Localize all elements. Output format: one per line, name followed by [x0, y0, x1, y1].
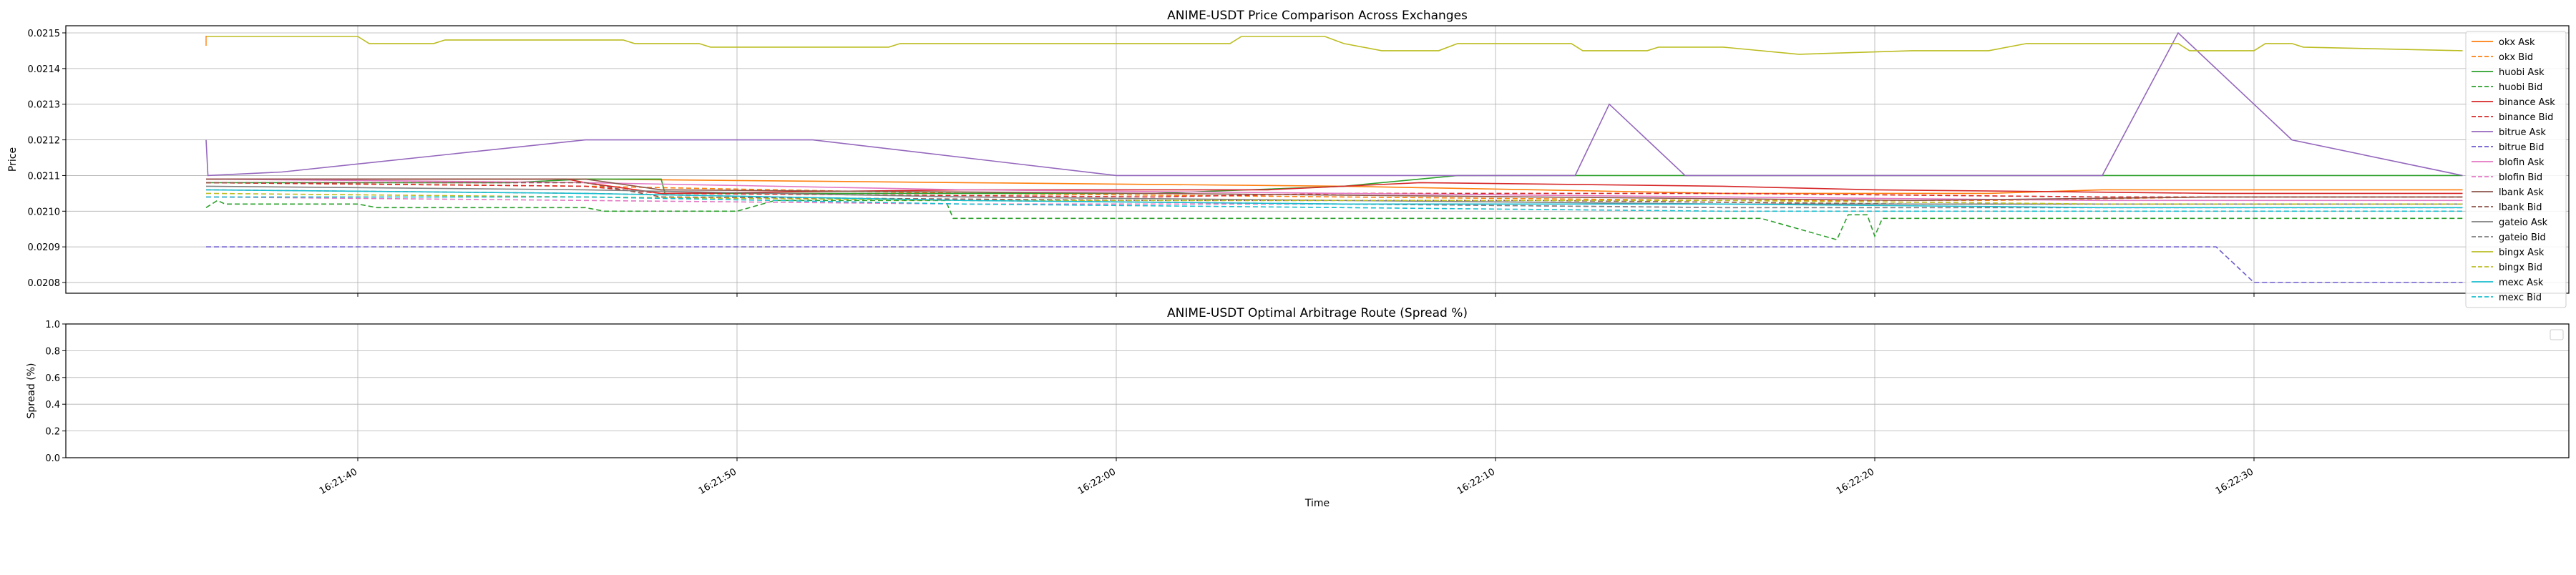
price-chart-title: ANIME-USDT Price Comparison Across Excha…	[1167, 9, 1468, 23]
price-y-tick-label: 0.0215	[28, 29, 61, 39]
spread-legend-box	[2550, 329, 2564, 340]
price-plot-frame	[65, 25, 2570, 294]
legend-entry-label: gateio Bid	[2499, 232, 2546, 243]
price-legend: okx Ask okx Bid huobi Ask huobi Bid binance …	[2465, 31, 2567, 308]
spread-plot-frame	[65, 323, 2570, 458]
legend-entry-label: bitrue Bid	[2499, 142, 2544, 153]
series-line-huobi-bid	[205, 200, 2463, 241]
series-line-mexc-bid	[206, 196, 2463, 212]
price-y-tick-label: 0.0214	[28, 64, 61, 75]
legend-entry-label: mexc Bid	[2499, 293, 2542, 303]
series-line-okx-ask	[206, 178, 2463, 195]
legend-entry-label: binance Ask	[2499, 97, 2555, 108]
legend-entry-label: blofin Bid	[2499, 172, 2542, 183]
spread-y-tick-label: 0.4	[45, 400, 60, 411]
price-y-axis-label: Price	[7, 147, 19, 172]
series-line-mexc-ask	[205, 189, 2463, 209]
series-line-lbank-ask	[206, 178, 2463, 202]
series-line-binance-bid	[205, 182, 2463, 198]
spread-y-tick-label: 0.6	[45, 373, 60, 384]
series-line-bingx-ask	[206, 36, 2463, 55]
legend-entry-label: gateio Ask	[2499, 217, 2548, 228]
legend-entry-label: okx Bid	[2499, 52, 2533, 63]
price-y-tick-label: 0.0211	[28, 171, 61, 182]
legend-entry-label: mexc Ask	[2499, 277, 2544, 288]
price-y-tick-label: 0.0210	[28, 207, 61, 217]
time-x-axis-label: Time	[1304, 498, 1330, 509]
price-y-tick-label: 0.0208	[28, 278, 61, 289]
legend-entry-label: bingx Ask	[2499, 247, 2545, 258]
price-y-tick-label: 0.0213	[28, 100, 61, 111]
price-comparison-panel: ANIME-USDT Price Comparison Across Excha…	[7, 9, 2570, 308]
price-y-tick-label: 0.0212	[28, 136, 61, 147]
legend-entry-label: bitrue Ask	[2499, 127, 2546, 138]
legend-entry-label: huobi Bid	[2499, 82, 2542, 93]
price-y-tick-label: 0.0209	[28, 242, 61, 253]
legend-entry-label: bingx Bid	[2499, 262, 2542, 273]
spread-y-tick-label: 0.2	[45, 427, 60, 438]
spread-y-tick-label: 1.0	[45, 320, 60, 330]
series-line-bitrue-bid	[206, 246, 2463, 283]
legend-entry-label: huobi Ask	[2499, 67, 2545, 78]
spread-y-axis-label: Spread (%)	[26, 363, 37, 419]
spread-y-tick-label: 0.0	[45, 453, 60, 464]
legend-entry-label: binance Bid	[2499, 112, 2553, 123]
series-line-bitrue-ask	[205, 31, 2463, 177]
legend-entry-label: lbank Bid	[2499, 202, 2542, 213]
spread-chart-title: ANIME-USDT Optimal Arbitrage Route (Spre…	[1167, 306, 1468, 320]
legend-box	[2465, 31, 2567, 308]
legend-entry-label: okx Ask	[2499, 37, 2535, 48]
spread-y-tick-label: 0.8	[45, 346, 60, 357]
legend-entry-label: blofin Ask	[2499, 157, 2545, 168]
legend-entry-label: lbank Ask	[2499, 187, 2544, 198]
